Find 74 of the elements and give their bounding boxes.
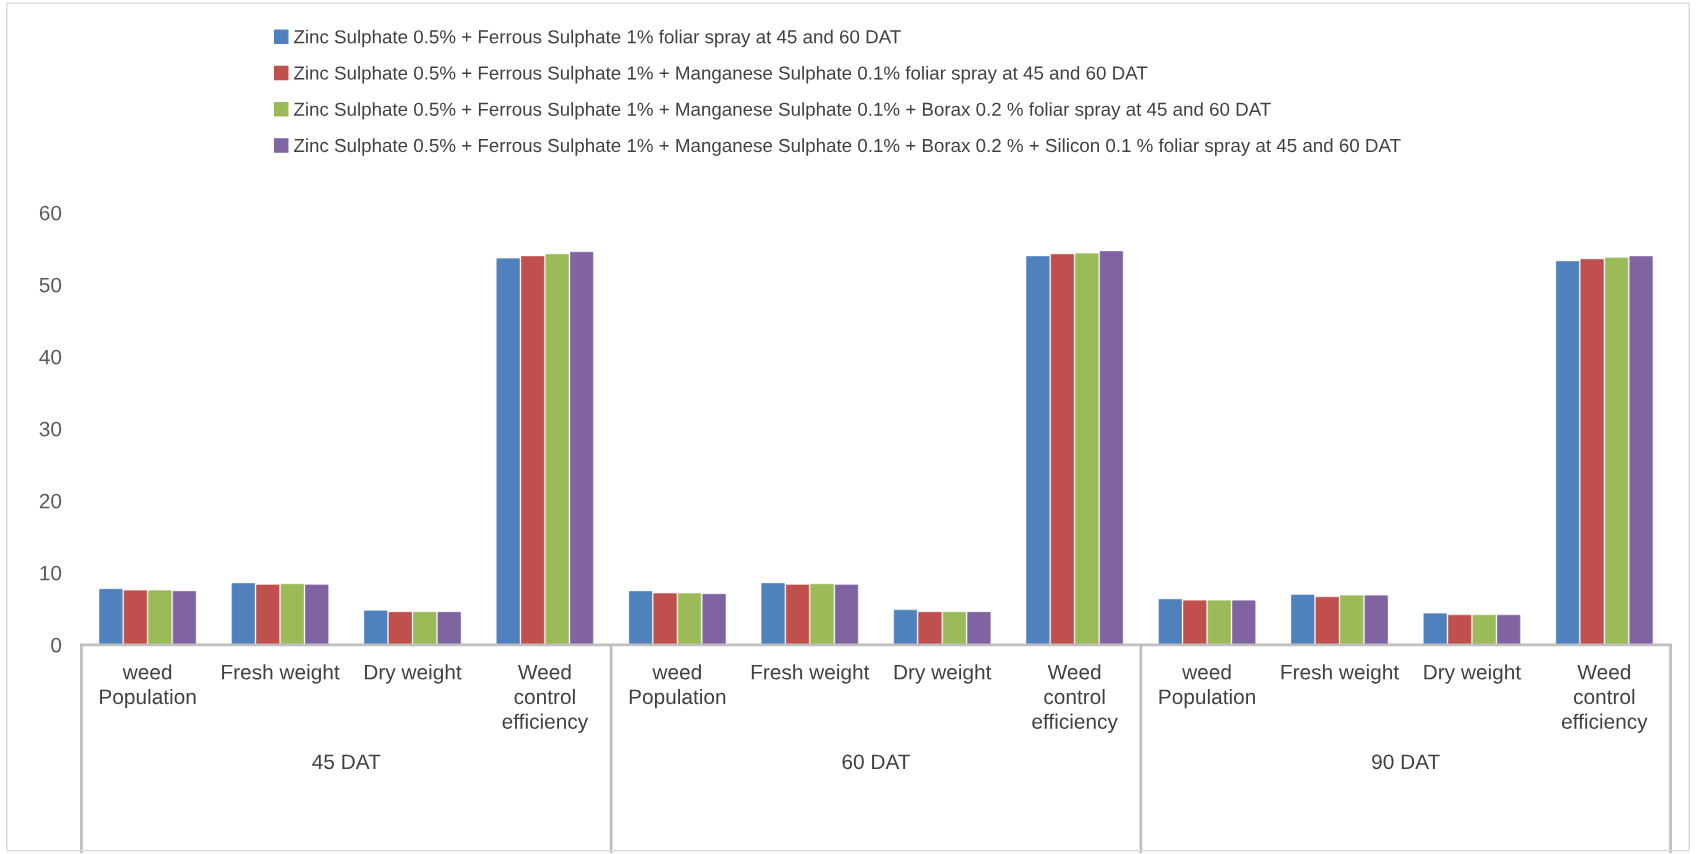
bar xyxy=(256,584,280,645)
bar xyxy=(1340,595,1364,645)
bar xyxy=(810,583,834,645)
bar xyxy=(545,254,569,645)
bar xyxy=(1207,600,1231,645)
bar xyxy=(123,590,147,645)
legend-label: Zinc Sulphate 0.5% + Ferrous Sulphate 1% + Manganese Sulphate 0.1% + Borax 0.2 % foliar spray at 45 and 60 DAT xyxy=(294,102,1271,120)
bar xyxy=(942,612,967,645)
x-tick-label: Fresh weight xyxy=(1281,664,1399,684)
y-tick-label: 0 xyxy=(51,637,62,653)
bar xyxy=(1629,256,1653,645)
bar xyxy=(413,612,437,645)
legend-label: Zinc Sulphate 0.5% + Ferrous Sulphate 1% + Manganese Sulphate 0.1% + Borax 0.2 % + Silicon 0.1 % foliar spray at 45 and 60 DAT xyxy=(294,138,1401,156)
x-tick-label: weed Population xyxy=(629,664,726,709)
text: 90 DAT xyxy=(1372,754,1440,770)
bar xyxy=(570,251,594,645)
bar xyxy=(1158,599,1182,645)
legend-label: Zinc Sulphate 0.5% + Ferrous Sulphate 1% + Manganese Sulphate 0.1% foliar spray at 45 and 60 DAT xyxy=(294,65,1148,84)
bar xyxy=(1555,261,1580,645)
bar xyxy=(1050,254,1074,645)
bar xyxy=(834,584,859,645)
bar xyxy=(1315,596,1339,645)
bar xyxy=(99,588,123,645)
text: 60 DAT xyxy=(842,754,911,770)
y-tick-label: 50 xyxy=(39,277,62,293)
bar xyxy=(677,593,702,645)
bar xyxy=(280,583,304,645)
y-tick-label: 10 xyxy=(40,565,62,581)
bar xyxy=(702,594,726,645)
x-tick-label: Weed control efficiency xyxy=(1032,664,1118,734)
x-tick-label: Fresh weight xyxy=(751,664,870,684)
x-tick-label: Weed control efficiency xyxy=(1561,664,1648,734)
x-tick-label: weed Population xyxy=(100,664,196,709)
bar xyxy=(761,583,785,645)
bar xyxy=(1423,613,1447,645)
bar xyxy=(1604,257,1629,645)
x-tick-label: Dry weight xyxy=(1424,664,1521,684)
x-tick-label: Fresh weight xyxy=(222,664,340,684)
y-tick-label: 30 xyxy=(39,421,62,437)
bar xyxy=(785,584,810,645)
x-tick-label: weed Population xyxy=(1159,664,1255,709)
bar xyxy=(1291,594,1315,645)
bar xyxy=(1026,256,1050,645)
bar xyxy=(172,591,196,645)
bar xyxy=(231,583,255,645)
bar xyxy=(388,612,412,645)
bar xyxy=(1232,600,1256,645)
bar xyxy=(653,593,677,645)
bar xyxy=(1099,251,1123,645)
bar xyxy=(521,256,545,645)
bar xyxy=(148,590,172,645)
bar xyxy=(305,584,329,645)
bar xyxy=(1580,259,1604,645)
bar xyxy=(1472,614,1496,645)
bar xyxy=(1183,600,1207,645)
bar xyxy=(1364,595,1388,645)
legend-label: Zinc Sulphate 0.5% + Ferrous Sulphate 1% foliar spray at 45 and 60 DAT xyxy=(294,29,901,48)
text: 45 DAT xyxy=(312,754,381,770)
bar xyxy=(628,591,653,645)
bar xyxy=(364,610,388,645)
bar xyxy=(893,609,918,645)
bar xyxy=(1075,253,1099,645)
y-tick-label: 60 xyxy=(39,205,62,221)
bar xyxy=(1497,614,1521,645)
y-tick-label: 20 xyxy=(39,493,62,509)
bar xyxy=(967,612,991,645)
bar xyxy=(496,258,520,645)
bar xyxy=(918,612,942,645)
x-tick-label: Dry weight xyxy=(364,664,462,684)
x-tick-label: Dry weight xyxy=(894,664,992,684)
bar xyxy=(1448,614,1472,645)
y-tick-label: 40 xyxy=(39,349,62,365)
x-tick-label: Weed control efficiency xyxy=(502,664,589,734)
bar xyxy=(437,612,461,645)
